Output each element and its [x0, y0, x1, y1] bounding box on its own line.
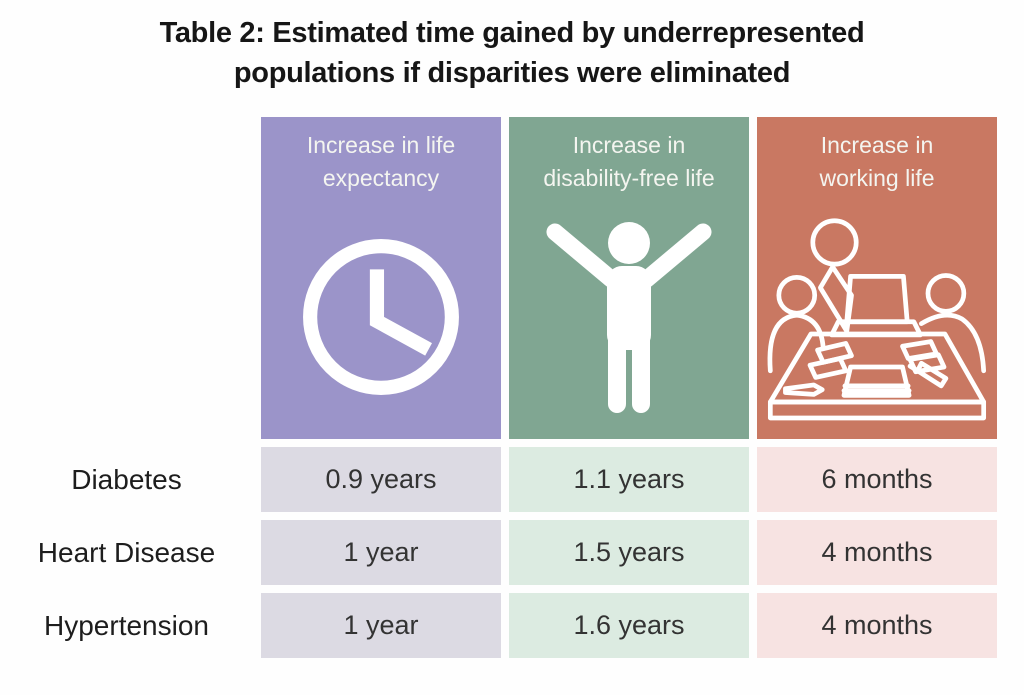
cell-heart-disease-life-expectancy: 1 year	[261, 520, 501, 585]
corner-spacer	[0, 117, 253, 439]
column-label-line-1: Increase in life	[306, 132, 456, 158]
cell-hypertension-life-expectancy: 1 year	[261, 593, 501, 658]
column-label-line-2: disability-free life	[543, 165, 715, 191]
row-label-hypertension: Hypertension	[44, 609, 209, 641]
column-header-working-life: Increase in working life	[757, 117, 997, 439]
column-label-line-2: working life	[819, 165, 935, 191]
cell-diabetes-working-life: 6 months	[757, 447, 997, 512]
clock-icon	[261, 195, 501, 439]
column-label-line-1: Increase in	[572, 132, 686, 158]
column-header-label: Increase in life expectancy	[307, 129, 455, 195]
cell-diabetes-life-expectancy: 0.9 years	[261, 447, 501, 512]
title-line-1: Table 2: Estimated time gained by underr…	[159, 17, 865, 49]
column-header-disability-free-life: Increase in disability-free life	[509, 117, 749, 439]
table-grid: Increase in life expectancy Increase in …	[0, 117, 1024, 658]
title-line-2: populations if disparities were eliminat…	[233, 57, 791, 89]
cell-heart-disease-working-life: 4 months	[757, 520, 997, 585]
person-arms-raised-icon	[509, 195, 749, 439]
cell-hypertension-working-life: 4 months	[757, 593, 997, 658]
cell-heart-disease-disability-free-life: 1.5 years	[509, 520, 749, 585]
row-label-heart-disease: Heart Disease	[37, 536, 216, 568]
column-header-label: Increase in working life	[819, 129, 934, 195]
row-label-diabetes: Diabetes	[71, 463, 182, 495]
column-header-label: Increase in disability-free life	[543, 129, 714, 195]
meeting-table-icon	[757, 195, 997, 439]
column-label-line-2: expectancy	[322, 165, 440, 191]
page-title: Table 2: Estimated time gained by underr…	[0, 0, 1024, 117]
column-label-line-1: Increase in	[820, 132, 934, 158]
cell-hypertension-disability-free-life: 1.6 years	[509, 593, 749, 658]
column-header-life-expectancy: Increase in life expectancy	[261, 117, 501, 439]
cell-diabetes-disability-free-life: 1.1 years	[509, 447, 749, 512]
